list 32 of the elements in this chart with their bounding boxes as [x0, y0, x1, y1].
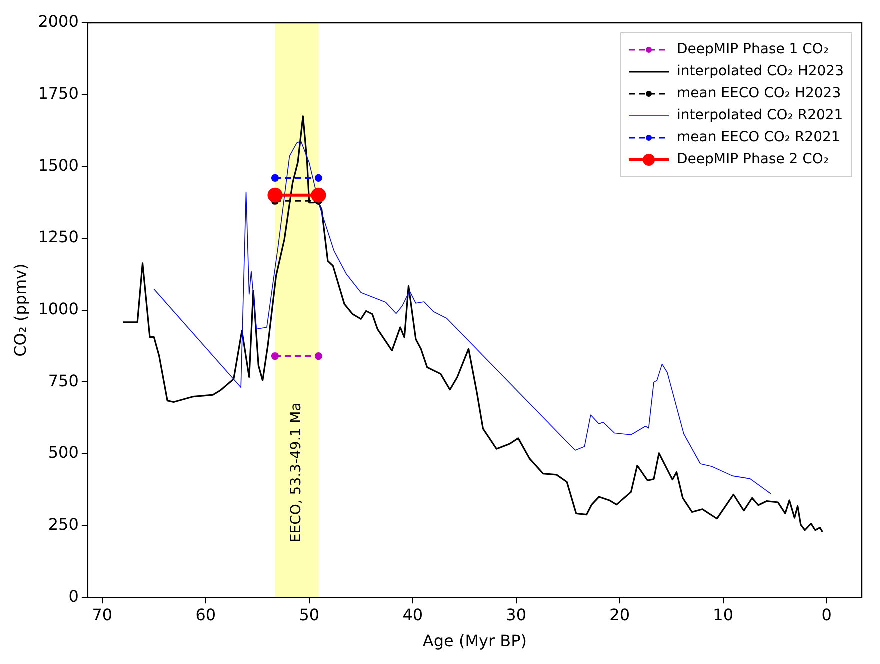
y-tick-label: 1750 [38, 84, 79, 103]
x-tick-label: 70 [92, 605, 113, 624]
y-tick-label: 250 [48, 514, 79, 534]
point [314, 174, 322, 182]
legend-label: DeepMIP Phase 1 CO₂ [677, 42, 830, 58]
x-tick-label: 30 [506, 605, 527, 624]
x-tick-label: 10 [713, 605, 734, 624]
point [271, 174, 280, 182]
x-tick-label: 60 [196, 605, 216, 624]
legend-label: mean EECO CO₂ H2023 [677, 86, 842, 102]
legend-label: DeepMIP Phase 2 CO₂ [677, 152, 830, 168]
band-label: EECO, 53.3-49.1 Ma [288, 402, 305, 543]
y-tick-label: 1250 [38, 228, 79, 247]
y-tick-label: 0 [68, 586, 79, 606]
point [314, 352, 322, 360]
x-tick-label: 50 [299, 605, 320, 624]
x-tick-label: 0 [822, 605, 832, 624]
y-tick-label: 1500 [38, 156, 79, 175]
legend-label: interpolated CO₂ H2023 [677, 64, 844, 80]
point [271, 352, 280, 360]
x-tick-label: 40 [402, 605, 424, 624]
y-tick-label: 750 [48, 371, 79, 390]
point [268, 188, 283, 203]
point [311, 188, 326, 203]
x-tick-label: 20 [610, 605, 630, 624]
y-axis-title: CO₂ (ppmv) [10, 264, 30, 357]
x-axis-title: Age (Myr BP) [422, 632, 527, 651]
y-tick-label: 2000 [38, 12, 79, 32]
y-tick-label: 1000 [38, 299, 79, 318]
legend-label: interpolated CO₂ R2021 [677, 108, 844, 124]
legend-label: mean EECO CO₂ R2021 [677, 130, 840, 146]
y-tick-label: 500 [48, 443, 79, 462]
